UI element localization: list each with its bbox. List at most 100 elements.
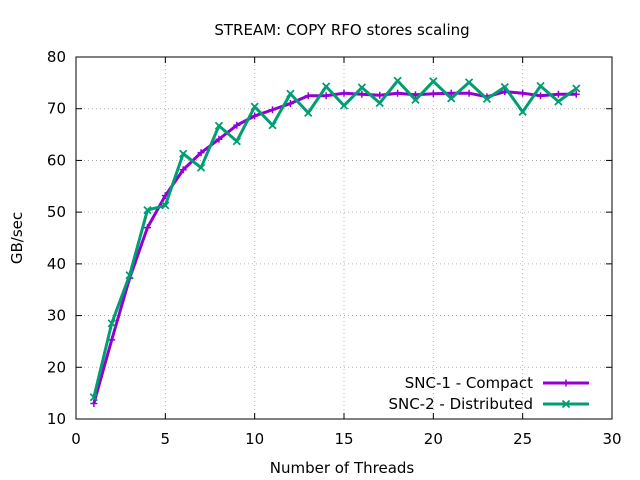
legend-label: SNC-1 - Compact [405, 374, 533, 392]
x-marker-b [429, 77, 438, 86]
x-marker-b [321, 82, 331, 91]
x-marker-b [196, 163, 206, 172]
x-marker-b [375, 98, 384, 108]
data-point [375, 98, 384, 108]
x-marker-b [107, 319, 116, 328]
x-tick-label: 0 [71, 430, 81, 448]
data-point [286, 89, 295, 98]
x-marker-b [393, 76, 402, 85]
x-marker-b [339, 101, 349, 110]
data-point [500, 82, 509, 92]
legend-swatch-marker [561, 399, 571, 409]
data-point [464, 78, 474, 87]
data-point [572, 90, 580, 98]
series-2 [89, 76, 581, 402]
x-marker-b [268, 121, 277, 130]
x-marker-b [125, 271, 134, 280]
grid-layer [76, 57, 612, 419]
tick-layer: 0 5 10 15 20 25 30 10 20 30 40 50 60 70 80 [47, 48, 622, 448]
data-point [429, 77, 438, 86]
x-tick-label: 5 [161, 430, 171, 448]
x-marker-b [561, 399, 571, 409]
data-point [518, 107, 527, 116]
x-marker-b [304, 108, 313, 117]
data-point [214, 121, 224, 130]
x-tick-label: 30 [602, 430, 621, 448]
x-marker-b [161, 201, 170, 210]
data-point [394, 89, 402, 97]
x-axis-label: Number of Threads [270, 459, 415, 477]
data-point [286, 100, 294, 108]
data-point [554, 97, 563, 106]
x-marker-b [214, 121, 224, 130]
x-tick-label: 25 [513, 430, 532, 448]
data-point [269, 106, 277, 114]
y-tick-label: 60 [47, 151, 66, 169]
y-tick-label: 40 [47, 255, 66, 273]
series-layer [89, 76, 581, 407]
data-point [322, 92, 330, 100]
data-point [197, 149, 205, 157]
data-point [321, 82, 331, 91]
data-point [89, 393, 99, 402]
data-point [107, 319, 116, 328]
x-marker-b [143, 205, 152, 215]
y-tick-label: 50 [47, 203, 66, 221]
legend: SNC-1 - Compact SNC-2 - Distributed [388, 374, 589, 413]
x-marker-b [286, 89, 295, 98]
data-point [215, 135, 223, 143]
data-point [251, 112, 259, 120]
data-point [376, 91, 384, 99]
data-point [143, 205, 152, 215]
x-marker-b [500, 82, 509, 92]
x-marker-b [536, 81, 545, 91]
series-line [92, 79, 578, 398]
data-point [143, 224, 151, 232]
y-tick-label: 30 [47, 307, 66, 325]
y-tick-label: 70 [47, 100, 66, 118]
data-point [572, 84, 581, 93]
data-point [179, 166, 187, 174]
data-point [447, 89, 455, 97]
data-point [268, 121, 277, 130]
data-point [339, 101, 349, 110]
data-point [161, 201, 170, 210]
data-point [304, 92, 312, 100]
data-point [357, 83, 367, 92]
x-marker-b [482, 94, 492, 104]
series-1 [90, 88, 580, 407]
data-point [537, 92, 545, 100]
data-point [554, 90, 562, 98]
data-point [196, 163, 206, 172]
x-marker-b [250, 102, 259, 111]
y-tick-label: 10 [47, 410, 66, 428]
x-marker-b [179, 149, 188, 158]
x-tick-label: 20 [424, 430, 443, 448]
x-tick-label: 15 [334, 430, 353, 448]
x-marker-b [357, 83, 367, 92]
data-point [340, 89, 348, 97]
x-marker-b [464, 78, 474, 87]
y-axis-label: GB/sec [8, 212, 26, 264]
x-marker-b [89, 393, 99, 402]
x-marker-b [411, 95, 420, 105]
data-point [358, 90, 366, 98]
data-point [536, 81, 545, 91]
x-marker-b [518, 107, 527, 116]
data-point [232, 137, 241, 146]
data-point [233, 121, 241, 129]
y-tick-label: 80 [47, 48, 66, 66]
x-marker-b [447, 94, 456, 103]
data-point [90, 399, 98, 407]
x-tick-label: 10 [245, 430, 264, 448]
data-point [465, 89, 473, 97]
data-point [482, 94, 492, 104]
data-point [429, 90, 437, 98]
data-point [411, 95, 420, 105]
series-line [92, 90, 577, 404]
data-point [393, 76, 402, 85]
legend-swatch-marker [562, 379, 570, 387]
x-marker-b [554, 97, 563, 106]
legend-label: SNC-2 - Distributed [388, 395, 533, 413]
